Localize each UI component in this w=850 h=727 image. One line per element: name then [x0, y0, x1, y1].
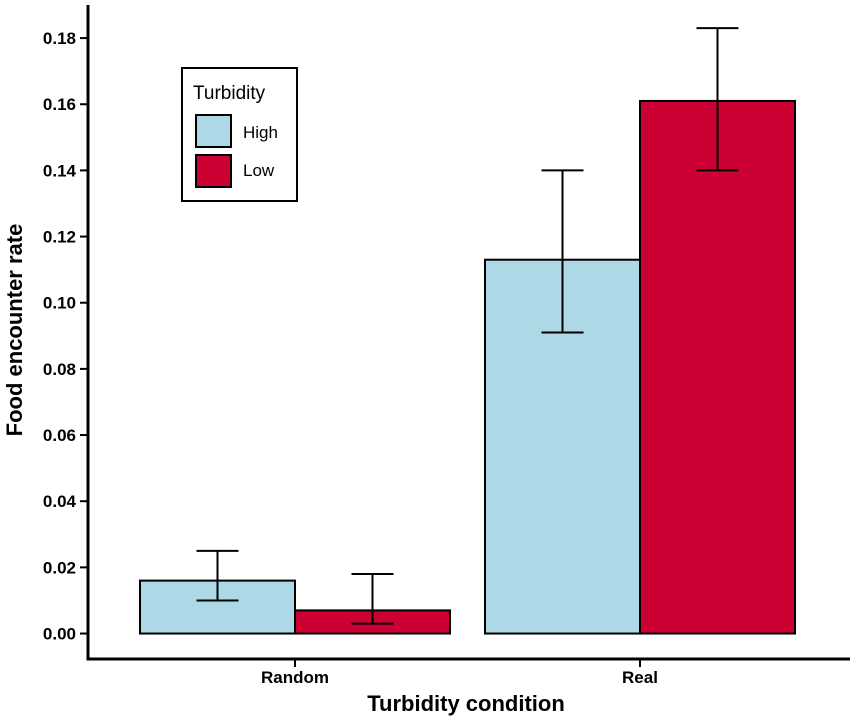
x-ticks-layer: Random Real	[261, 659, 658, 687]
legend: Turbidity High Low	[182, 68, 297, 201]
y-tick-label: 0.12	[43, 228, 76, 247]
x-axis-title: Turbidity condition	[367, 691, 565, 716]
y-tick-label: 0.10	[43, 294, 76, 313]
x-tick-label: Real	[622, 668, 658, 687]
y-ticks-layer: 0.00 0.02 0.04 0.06 0.08 0.10 0.12 0.14 0.16 0.18	[43, 29, 88, 643]
legend-swatch-high	[196, 115, 231, 147]
y-tick-label: 0.00	[43, 625, 76, 644]
y-tick-label: 0.18	[43, 29, 76, 48]
x-tick-label: Random	[261, 668, 329, 687]
legend-label-low: Low	[243, 161, 275, 180]
y-axis-title: Food encounter rate	[2, 224, 27, 437]
y-tick-label: 0.08	[43, 360, 76, 379]
legend-title: Turbidity	[193, 83, 266, 104]
y-tick-label: 0.14	[43, 161, 77, 180]
legend-label-high: High	[243, 123, 278, 142]
y-tick-label: 0.02	[43, 558, 76, 577]
y-tick-label: 0.04	[43, 492, 77, 511]
bar-low-real	[640, 101, 795, 634]
y-tick-label: 0.06	[43, 426, 76, 445]
y-tick-label: 0.16	[43, 95, 76, 114]
legend-swatch-low	[196, 155, 231, 187]
